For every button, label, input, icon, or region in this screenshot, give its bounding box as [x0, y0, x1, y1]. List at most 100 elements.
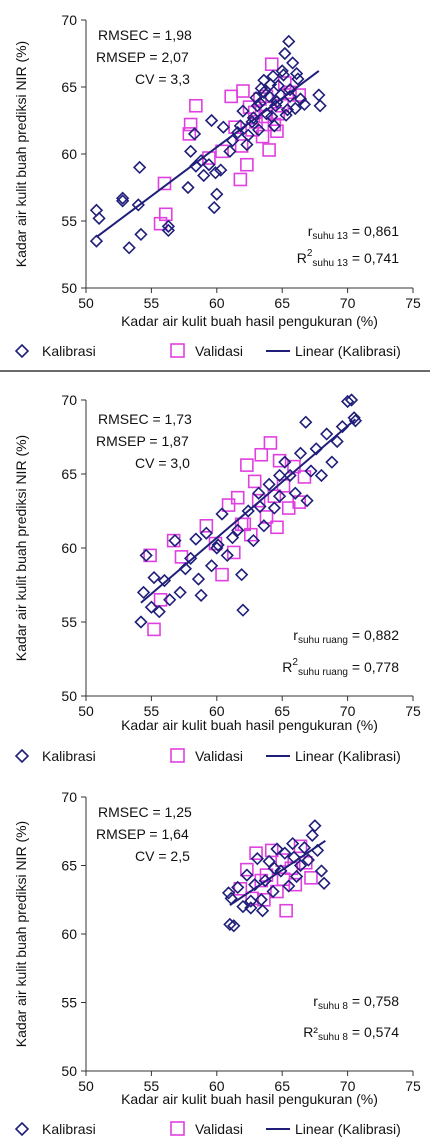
calibration-point [115, 194, 130, 208]
calibration-point [297, 841, 312, 855]
validation-point [221, 498, 236, 512]
x-tick-label: 55 [144, 703, 160, 719]
calibration-point [236, 104, 250, 118]
r-subscript: suhu ruang [298, 635, 348, 646]
calibration-point [283, 83, 297, 97]
r2-subscript: suhu ruang [298, 667, 348, 678]
legend-linear-label: Linear (Kalibrasi) [295, 1121, 401, 1137]
calibration-point [187, 127, 202, 141]
rmsep-label: RMSEP = 1,64 [96, 826, 189, 842]
calibration-point [280, 103, 295, 117]
calibration-point [231, 523, 245, 537]
calibration-point [236, 899, 250, 914]
validation-point [227, 545, 241, 560]
validation-point [251, 493, 266, 508]
validation-point [249, 846, 263, 860]
rmsec-label: RMSEC = 1,98 [98, 27, 192, 43]
validation-point [147, 622, 161, 637]
calibration-point [194, 588, 208, 602]
r-value: = 0,861 [348, 223, 399, 239]
r2-superscript: 2 [307, 248, 313, 259]
legend-linear-label: Linear (Kalibrasi) [295, 748, 401, 764]
validation-point [143, 548, 157, 563]
calibration-point [335, 420, 349, 434]
rmsec-label: RMSEC = 1,25 [98, 804, 192, 820]
y-tick-label: 65 [61, 466, 77, 482]
chart-panel-suhu-13: 50 55 60 65 70 75 50 55 60 65 70 Kadar air kulit bu… [0, 0, 430, 370]
calibration-point [189, 532, 203, 546]
y-tick-label: 55 [61, 213, 77, 229]
calibration-point [272, 489, 287, 503]
x-tick-label: 60 [209, 295, 225, 311]
validation-point [189, 98, 203, 113]
calibration-point [262, 89, 276, 104]
calibration-point [227, 919, 241, 933]
calibration-point [132, 160, 147, 175]
calibration-point [289, 869, 304, 884]
calibration-point [235, 568, 249, 582]
legend-calibration-label: Kalibrasi [42, 343, 96, 359]
r-subscript: suhu 13 [312, 231, 348, 242]
calibration-point [250, 99, 264, 113]
calibration-point [278, 46, 292, 61]
calibration-point [255, 904, 270, 918]
x-tick-label: 50 [78, 703, 94, 719]
rmsep-label: RMSEP = 2,07 [96, 49, 189, 65]
linear-fit-line [229, 840, 326, 907]
calibration-point [225, 531, 240, 545]
r2-value: = 0,741 [348, 250, 399, 266]
validation-point [230, 490, 245, 505]
calibration-point [236, 603, 250, 617]
calibration-point [168, 533, 182, 548]
r2-value-label: R2suhu 13 = 0,741 [297, 248, 399, 269]
calibration-point [314, 864, 329, 878]
x-tick-label: 70 [340, 295, 356, 311]
rmsep-label: RMSEP = 1,87 [96, 433, 189, 449]
calibration-point [317, 876, 331, 890]
x-tick-label: 65 [274, 703, 290, 719]
calibration-point [262, 477, 276, 491]
calibration-point [115, 191, 130, 205]
rmsec-label: RMSEC = 1,73 [98, 411, 192, 427]
validation-point [272, 453, 287, 468]
validation-point [224, 89, 238, 104]
calibration-point [347, 411, 361, 425]
r2-superscript: 2 [292, 657, 298, 668]
calibration-point [204, 113, 219, 128]
calibration-point [181, 180, 195, 195]
legend-calibration-marker [14, 748, 30, 764]
legend-calibration-label: Kalibrasi [42, 1121, 96, 1137]
cv-label: CV = 3,3 [135, 71, 190, 87]
calibration-point [275, 64, 289, 78]
legend-validation-label: Validasi [195, 1121, 243, 1137]
legend-calibration-marker [14, 343, 30, 359]
calibration-point [348, 414, 363, 428]
calibration-point [89, 234, 104, 248]
calibration-point [305, 828, 319, 842]
r-value-label: rsuhu 13 = 0,861 [308, 223, 399, 242]
calibration-point [276, 68, 291, 82]
calibration-point [254, 893, 268, 907]
validation-point [292, 495, 307, 509]
y-tick-label: 50 [61, 1063, 77, 1079]
r2-symbol: R [282, 659, 292, 675]
calibration-point [204, 559, 219, 573]
legend-validation-label: Validasi [195, 748, 243, 764]
calibration-point [122, 241, 136, 255]
calibration-point [152, 605, 166, 619]
calibration-point [136, 585, 151, 600]
calibration-point [309, 442, 323, 456]
r2-value: = 0,778 [348, 659, 399, 675]
validation-point [240, 862, 254, 877]
r-value: = 0,758 [348, 993, 399, 1009]
r-symbol: r [293, 627, 298, 643]
calibration-point [220, 548, 234, 563]
calibration-point [293, 858, 308, 873]
calibration-point [147, 570, 161, 585]
validation-point [199, 519, 214, 533]
legend-validation-marker [170, 343, 185, 358]
validation-point [264, 843, 279, 858]
calibration-point [173, 585, 187, 600]
y-tick-label: 50 [61, 280, 77, 296]
